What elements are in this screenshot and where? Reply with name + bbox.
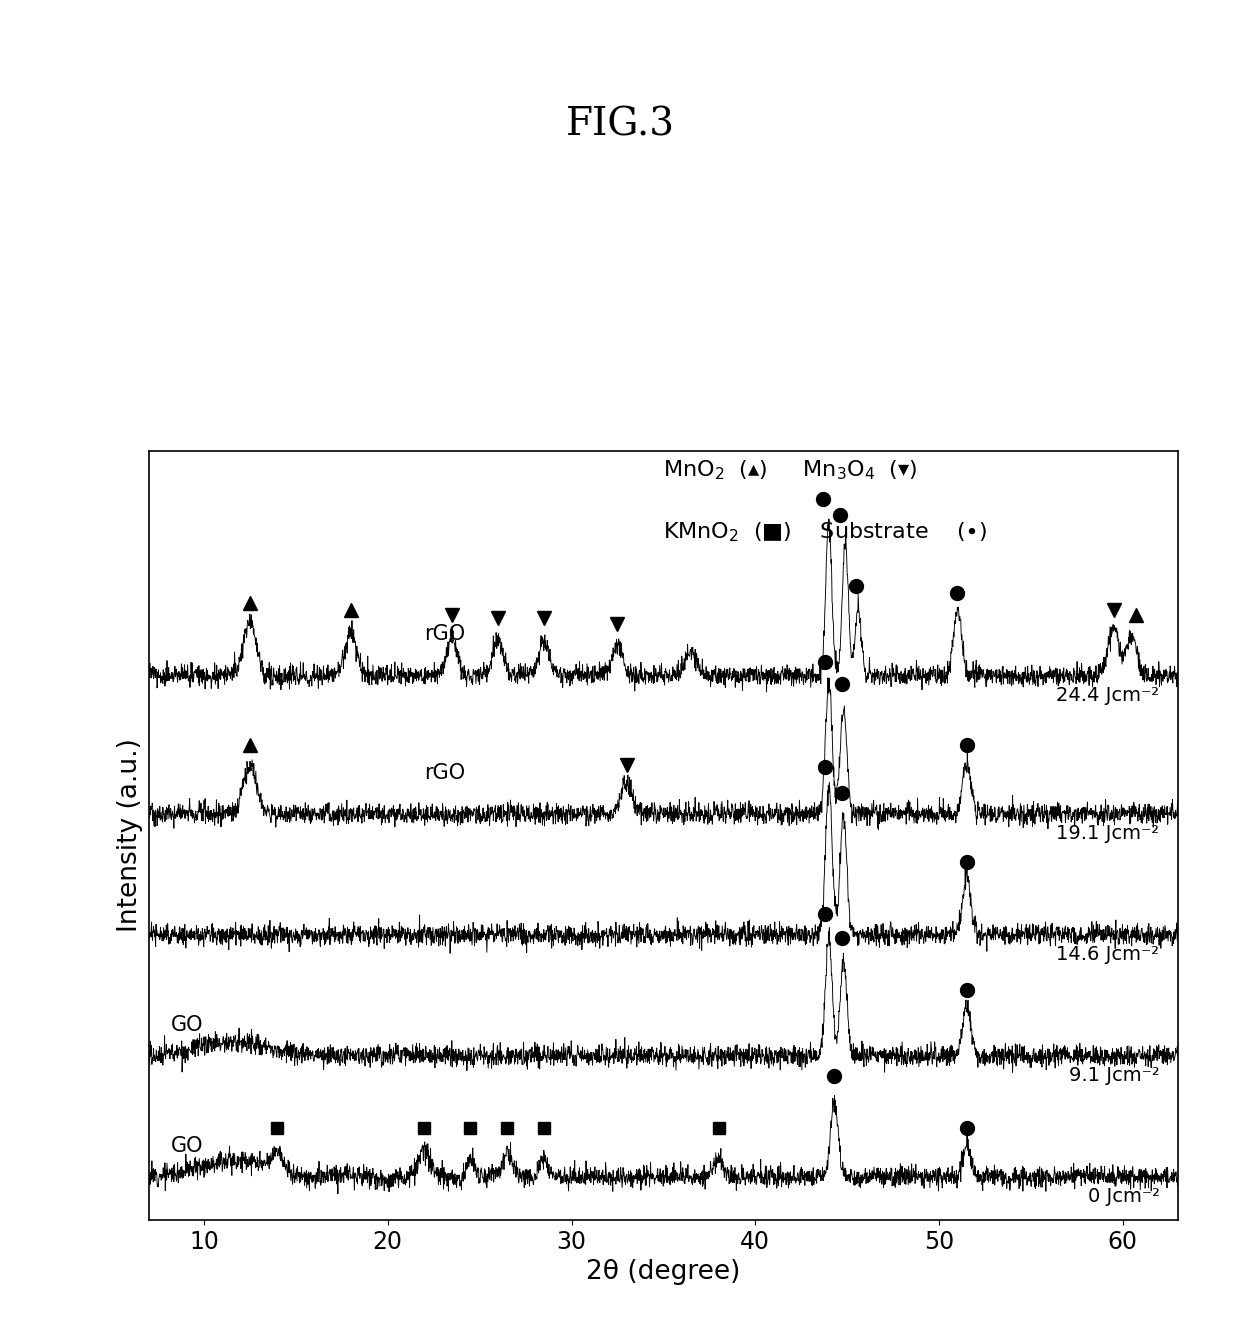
Y-axis label: Intensity (a.u.): Intensity (a.u.) [118, 739, 144, 932]
Text: 9.1 Jcm⁻²: 9.1 Jcm⁻² [1069, 1066, 1159, 1085]
Text: KMnO$_2$  ($\blacksquare$)    Substrate    ($\bullet$): KMnO$_2$ ($\blacksquare$) Substrate ($\b… [663, 520, 988, 544]
Text: 0 Jcm⁻²: 0 Jcm⁻² [1087, 1187, 1159, 1207]
Text: FIG.3: FIG.3 [565, 106, 675, 143]
Text: GO: GO [171, 1136, 203, 1156]
Text: GO: GO [171, 1014, 203, 1036]
Text: 24.4 Jcm⁻²: 24.4 Jcm⁻² [1056, 686, 1159, 705]
X-axis label: 2θ (degree): 2θ (degree) [587, 1260, 740, 1285]
Text: 14.6 Jcm⁻²: 14.6 Jcm⁻² [1056, 945, 1159, 964]
Text: MnO$_2$  ($\blacktriangle$)     Mn$_3$O$_4$  ($\blacktriangledown$): MnO$_2$ ($\blacktriangle$) Mn$_3$O$_4$ (… [663, 459, 918, 483]
Text: 19.1 Jcm⁻²: 19.1 Jcm⁻² [1056, 825, 1159, 843]
Text: rGO: rGO [424, 625, 465, 644]
Text: rGO: rGO [424, 762, 465, 782]
